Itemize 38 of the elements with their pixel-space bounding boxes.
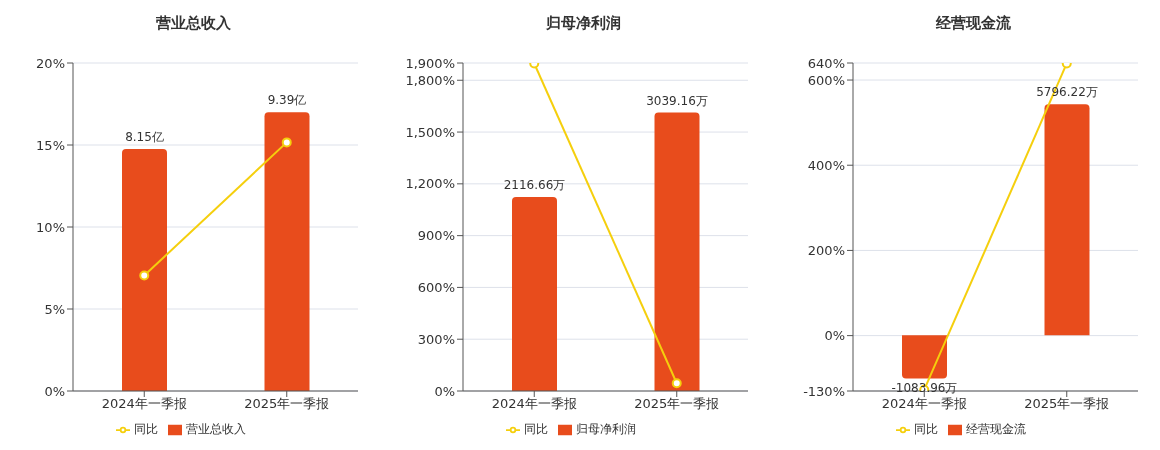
data-label: 9.39亿 bbox=[267, 93, 307, 108]
y-tick-label: 1,900% bbox=[405, 55, 455, 71]
y-tick-label: 200% bbox=[807, 243, 845, 259]
y-tick-label: 0% bbox=[824, 328, 845, 344]
y-tick-label: 900% bbox=[417, 228, 455, 244]
x-tick-label: 2025年一季报 bbox=[244, 396, 330, 412]
x-tick-label: 2024年一季报 bbox=[881, 396, 967, 412]
y-tick-label: -130% bbox=[803, 383, 845, 399]
data-label: 2116.66万 bbox=[503, 178, 566, 193]
y-tick-label: 0% bbox=[434, 383, 455, 399]
x-tick-label: 2025年一季报 bbox=[634, 396, 720, 412]
y-tick-label: 10% bbox=[36, 219, 65, 235]
y-tick-label: 5% bbox=[44, 301, 65, 317]
legend-label: 同比 bbox=[913, 422, 938, 436]
data-label: 8.15亿 bbox=[125, 130, 164, 145]
y-tick-label: 400% bbox=[807, 157, 845, 173]
chart-title: 归母净利润 bbox=[544, 13, 622, 34]
x-tick-label: 2024年一季报 bbox=[491, 396, 577, 412]
x-tick-label: 2025年一季报 bbox=[1024, 396, 1110, 412]
data-label: 3039.16万 bbox=[646, 93, 708, 108]
y-tick-label: 300% bbox=[417, 331, 455, 347]
chart-title: 经营现金流 bbox=[934, 13, 1012, 34]
y-tick-label: 0% bbox=[44, 383, 65, 399]
y-tick-label: 600% bbox=[417, 280, 455, 296]
legend-label: 同比 bbox=[133, 422, 158, 436]
y-tick-label: 20% bbox=[36, 55, 65, 71]
y-tick-label: 600% bbox=[807, 72, 845, 88]
y-tick-label: 640% bbox=[807, 55, 845, 71]
y-tick-label: 15% bbox=[36, 137, 65, 153]
legend-label: 经营现金流 bbox=[965, 422, 1026, 436]
y-tick-label: 1,800% bbox=[405, 72, 455, 88]
y-tick-label: 1,200% bbox=[405, 176, 455, 192]
legend-label: 同比 bbox=[523, 422, 548, 436]
legend-label: 营业总收入 bbox=[185, 422, 246, 436]
y-tick-label: 1,500% bbox=[405, 124, 455, 140]
chart-title: 营业总收入 bbox=[154, 13, 232, 34]
legend-label: 归母净利润 bbox=[575, 422, 636, 436]
x-tick-label: 2024年一季报 bbox=[101, 396, 187, 412]
